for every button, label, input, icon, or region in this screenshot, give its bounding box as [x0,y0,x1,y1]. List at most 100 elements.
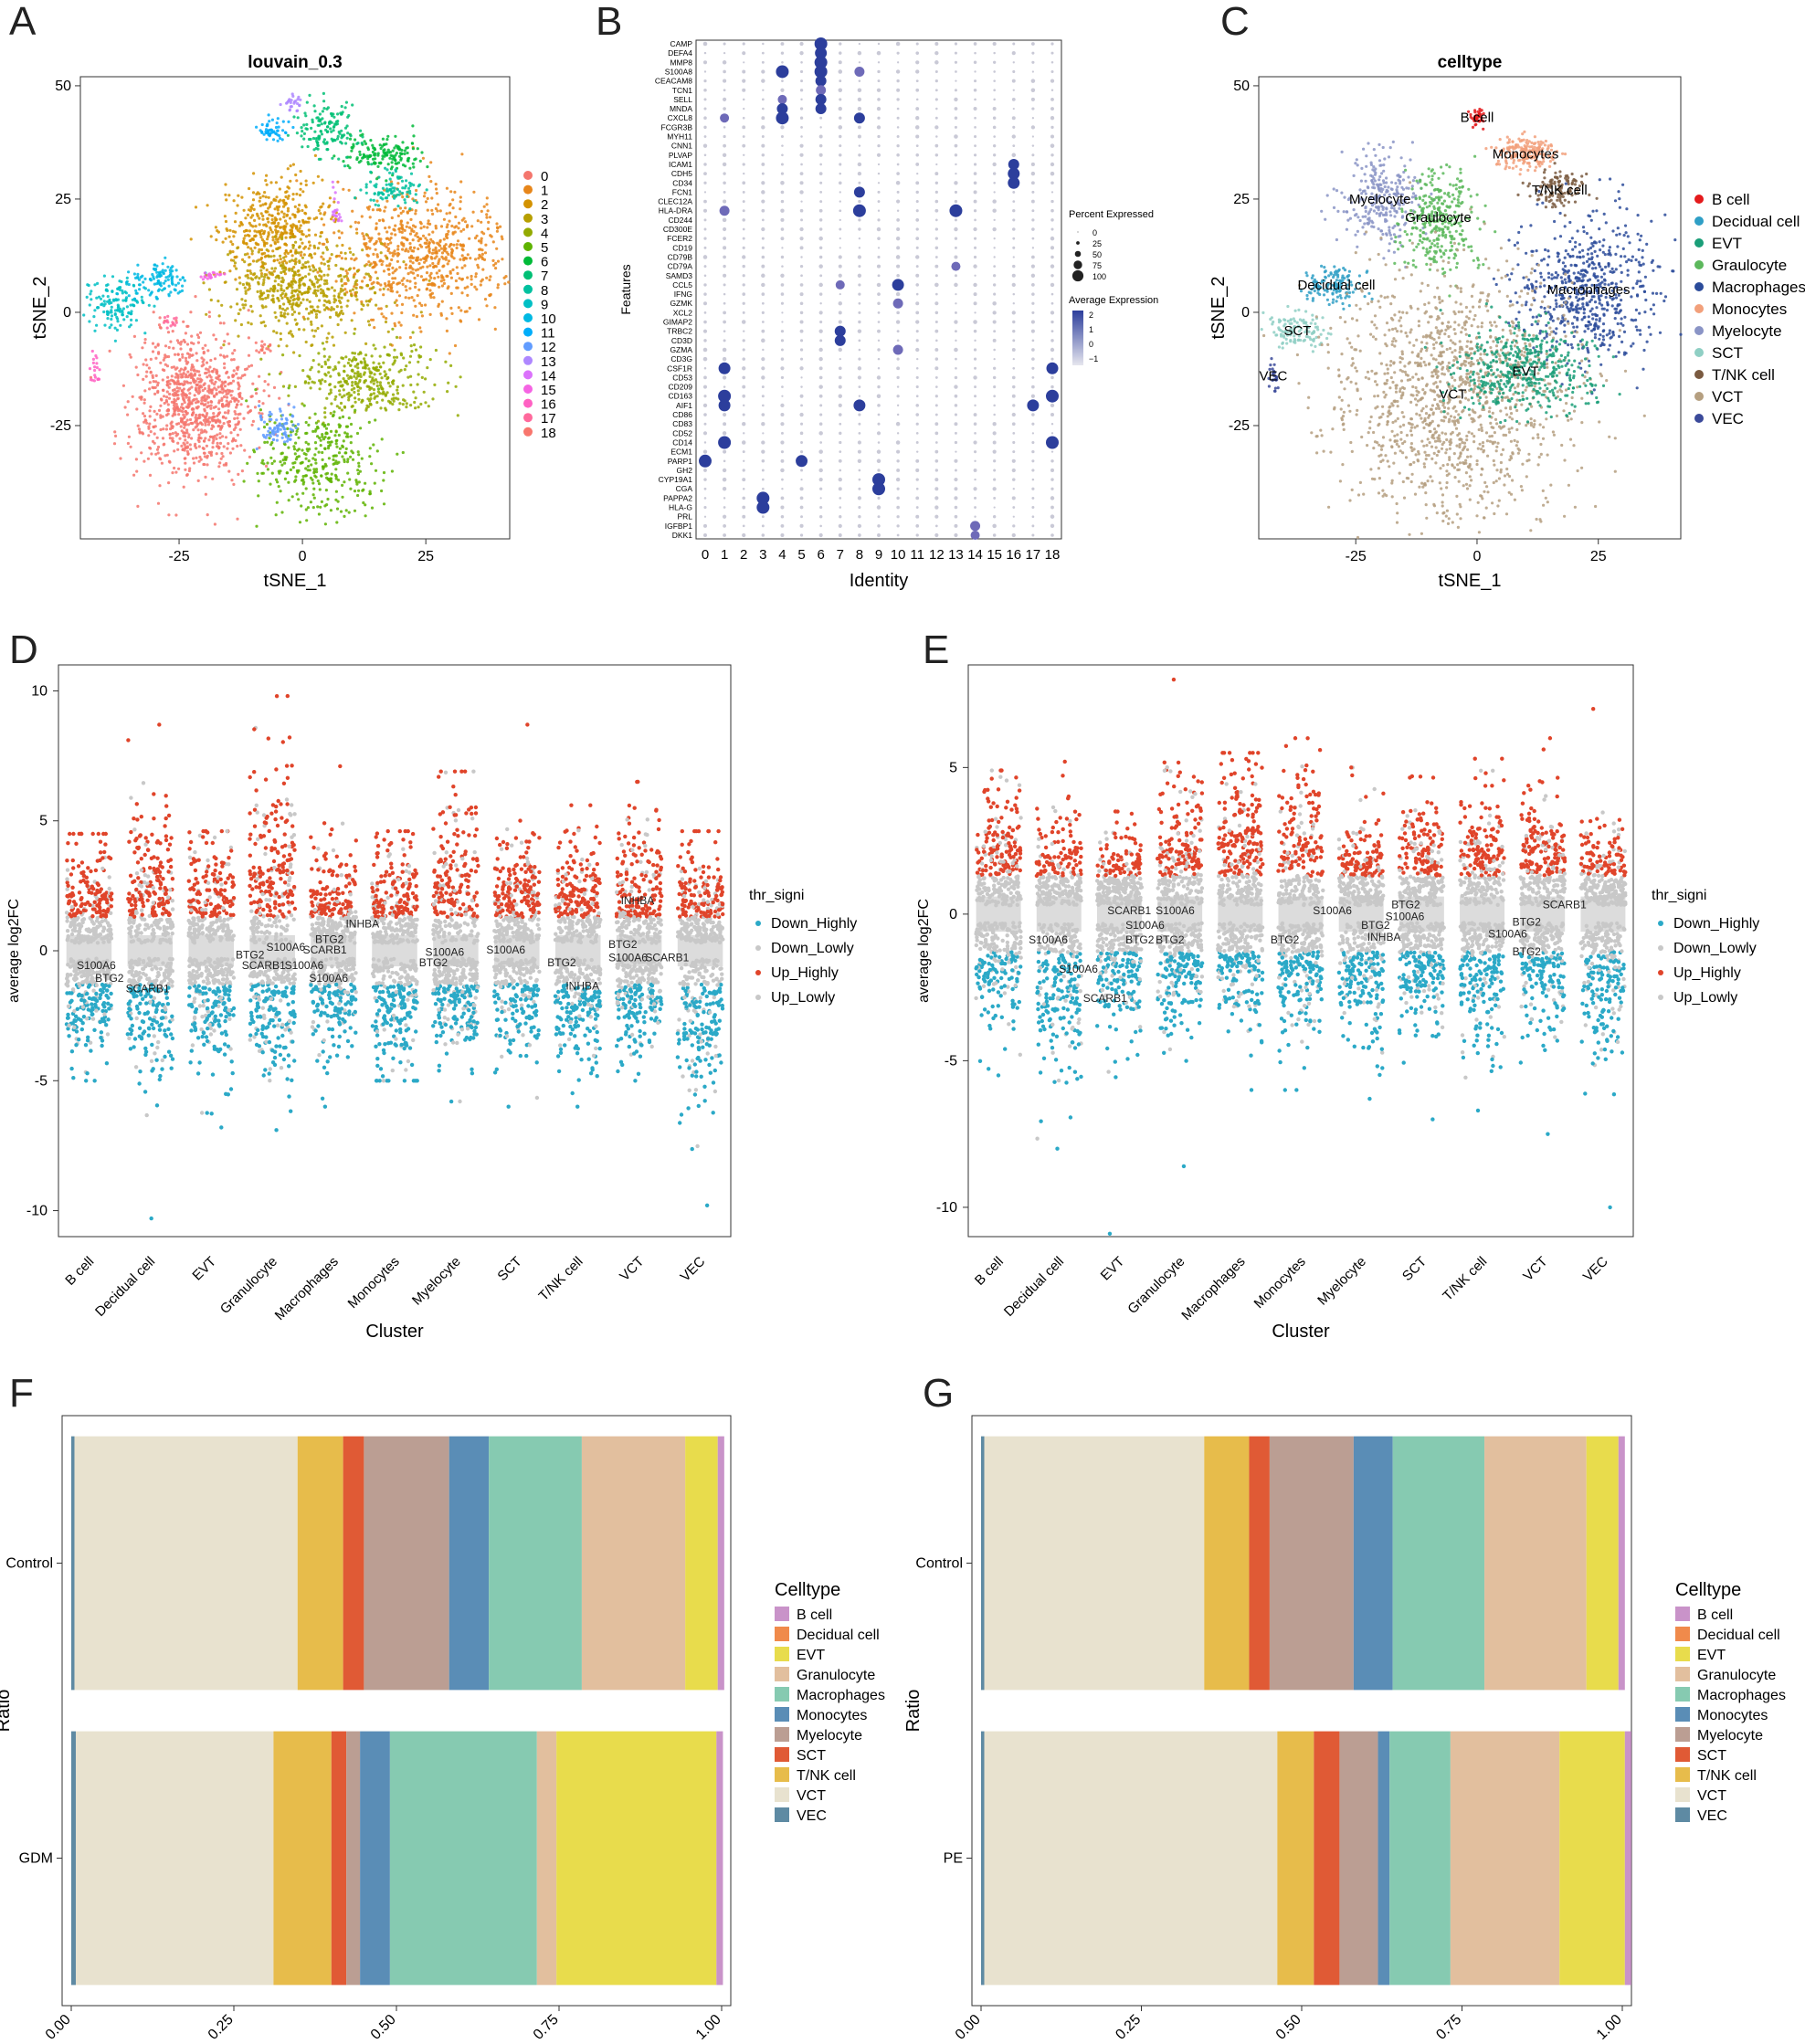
feature-label: SELL [673,95,692,104]
cell-point [110,323,113,327]
cell-point [390,311,394,315]
legend-label: 11 [541,326,555,342]
cell-point [132,334,136,338]
dot [1050,162,1055,167]
cell-point [371,266,375,269]
cell-point [323,522,327,526]
cell-point [442,237,446,241]
cell-point [169,290,173,294]
dot [703,181,707,184]
cell-point [341,284,344,288]
cell-point [212,367,216,371]
cell-point [276,258,280,262]
cell-point [225,198,228,202]
cell-point [184,461,187,465]
cell-point [239,376,243,380]
dot [954,181,958,185]
dot [876,88,881,92]
cell-point [249,247,253,250]
cell-point [343,394,346,397]
cell-point [431,212,435,216]
cell-point [343,331,347,334]
cell-point [259,357,263,361]
cell-point [292,115,296,119]
cell-point [308,300,311,303]
dot [818,282,823,288]
dot [934,98,938,101]
cell-point [158,316,162,320]
cell-point [427,283,430,287]
dot [934,153,939,157]
cell-point [174,390,178,394]
cell-point [343,369,346,373]
dot [896,330,900,333]
cell-point [257,280,260,284]
cell-point [180,289,185,292]
cell-point [222,445,226,448]
cell-point [227,342,231,345]
cell-point [278,396,281,400]
dot [934,227,938,231]
cell-point [386,134,390,138]
panel-letter-d: D [9,630,38,670]
cell-point [287,99,290,102]
cell-point [302,404,306,407]
cell-point [272,287,277,290]
cell-point [371,150,375,154]
cell-point [227,235,231,238]
cell-point [479,283,482,287]
cell-point [185,411,189,415]
cell-point [251,198,256,202]
dot [954,89,957,92]
cell-point [163,401,166,406]
cell-point [386,163,390,166]
dot [934,237,938,240]
cell-point [373,326,376,330]
cell-point [316,505,320,509]
cell-point [300,279,303,282]
cell-point [359,374,363,378]
cell-point [221,382,226,385]
cell-point [185,418,189,422]
cell-point [466,293,470,297]
cell-point [207,386,211,390]
cell-point [222,343,226,347]
dot [819,163,822,166]
dot [974,218,976,222]
cell-point [168,382,172,385]
cell-point [231,229,235,233]
cell-point [363,264,367,268]
cell-point [349,225,353,228]
cell-point [233,399,237,403]
cell-point [110,309,113,312]
cell-point [279,217,282,221]
cell-point [453,230,457,234]
cell-point [453,226,457,229]
cell-point [267,231,270,235]
cell-point [246,213,249,216]
dot [954,375,958,380]
cell-point [411,331,415,334]
cell-point [324,374,328,377]
dot [742,413,745,416]
dot [916,172,919,175]
dot [974,274,976,277]
cell-point [208,435,212,438]
cell-point [99,297,103,300]
cell-point [247,309,250,312]
cell-point [469,257,472,260]
cell-point [334,477,338,480]
dot [761,321,765,323]
cell-point [405,364,408,368]
dot [915,190,919,195]
cell-point [189,348,193,352]
cell-point [354,220,357,224]
dot [742,339,745,342]
cell-point [349,455,353,458]
cluster-points [331,180,343,223]
cell-point [155,297,159,300]
cell-point [284,201,288,205]
dot [1012,89,1015,91]
dot [857,97,862,102]
cell-point [332,294,336,298]
